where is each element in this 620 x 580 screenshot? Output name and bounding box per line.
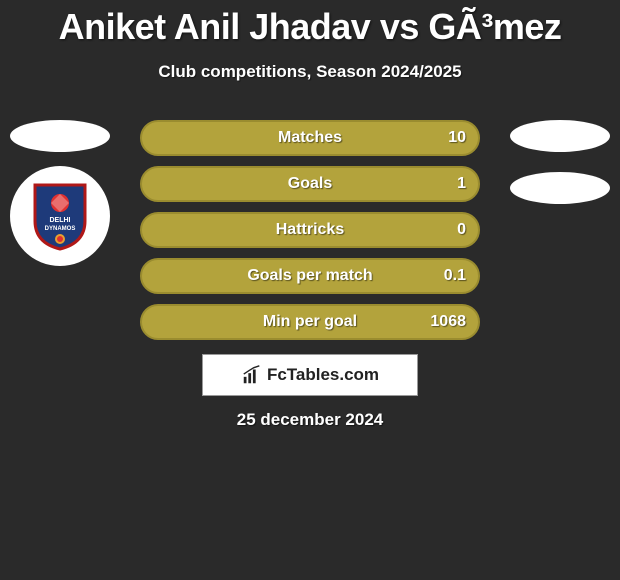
stat-right-value: 10 [448,129,466,147]
stat-label: Goals per match [140,267,480,285]
stat-bar: Matches10 [140,120,480,156]
stat-label: Hattricks [140,221,480,239]
svg-text:DELHI: DELHI [50,217,71,224]
stat-label: Goals [140,175,480,193]
date-text: 25 december 2024 [0,410,620,430]
left-club-badge: DELHI DYNAMOS [10,166,110,266]
stat-bar: Hattricks0 [140,212,480,248]
comparison-title: Aniket Anil Jhadav vs GÃ³mez [0,0,620,48]
stat-label: Matches [140,129,480,147]
stat-right-value: 1068 [430,313,466,331]
chart-icon [241,364,263,386]
stat-right-value: 0.1 [444,267,466,285]
left-player-column: DELHI DYNAMOS [10,120,110,266]
left-player-oval [10,120,110,152]
watermark-box: FcTables.com [202,354,418,396]
right-player-column [510,120,610,224]
svg-text:DYNAMOS: DYNAMOS [45,226,76,232]
stat-bar: Goals per match0.1 [140,258,480,294]
stat-right-value: 1 [457,175,466,193]
comparison-subtitle: Club competitions, Season 2024/2025 [0,62,620,82]
stats-bars: Matches10Goals1Hattricks0Goals per match… [140,120,480,350]
watermark-text: FcTables.com [267,365,379,385]
right-player-oval-1 [510,120,610,152]
right-player-oval-2 [510,172,610,204]
stat-bar: Goals1 [140,166,480,202]
stat-label: Min per goal [140,313,480,331]
stat-right-value: 0 [457,221,466,239]
stat-bar: Min per goal1068 [140,304,480,340]
club-shield-icon: DELHI DYNAMOS [31,181,89,251]
